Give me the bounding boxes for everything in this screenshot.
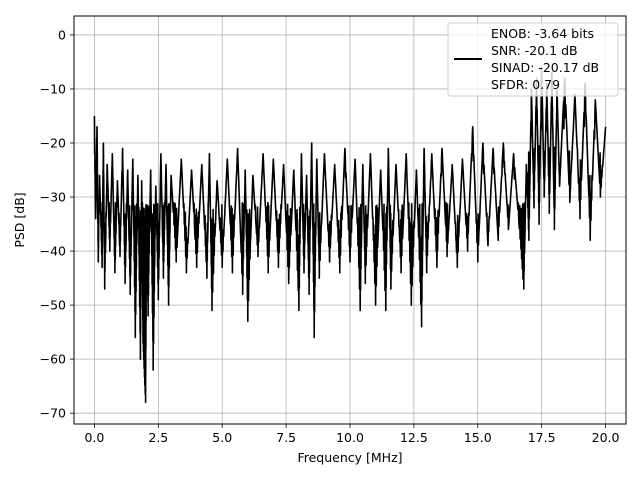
y-tick-label: −60 — [40, 352, 66, 367]
y-tick-label: −30 — [40, 190, 66, 205]
x-tick-label: 17.5 — [528, 430, 556, 445]
y-tick-label: 0 — [58, 27, 66, 42]
y-tick-label: −70 — [40, 406, 66, 421]
legend-entry-sfdr: SFDR: 0.79 — [491, 77, 560, 92]
x-tick-label: 2.5 — [148, 430, 168, 445]
y-tick-label: −40 — [40, 244, 66, 259]
y-tick-label: −50 — [40, 298, 66, 313]
x-tick-label: 7.5 — [276, 430, 296, 445]
x-axis-label: Frequency [MHz] — [297, 450, 402, 465]
x-tick-label: 5.0 — [212, 430, 232, 445]
legend: ENOB: -3.64 bits SNR: -20.1 dB SINAD: -2… — [447, 22, 619, 97]
x-tick-label: 0.0 — [84, 430, 104, 445]
y-axis-label: PSD [dB] — [12, 192, 27, 247]
x-tick-label: 15.0 — [464, 430, 492, 445]
x-tick-label: 12.5 — [400, 430, 428, 445]
data-series — [93, 66, 607, 404]
psd-series-line-0 — [93, 66, 607, 404]
legend-entry-enob: ENOB: -3.64 bits — [491, 26, 594, 41]
y-tick-label: −20 — [40, 135, 66, 150]
x-tick-label: 10.0 — [336, 430, 364, 445]
legend-entry-snr: SNR: -20.1 dB — [491, 43, 578, 58]
axis-ticks: 0.0 2.5 5.0 7.5 10.0 12.5 15.0 17.5 20.0 0 −10 −20 −… — [40, 27, 620, 445]
legend-entry-sinad: SINAD: -20.17 dB — [491, 60, 599, 75]
y-tick-label: −10 — [40, 81, 66, 96]
legend-box — [447, 22, 619, 97]
x-tick-label: 20.0 — [592, 430, 620, 445]
